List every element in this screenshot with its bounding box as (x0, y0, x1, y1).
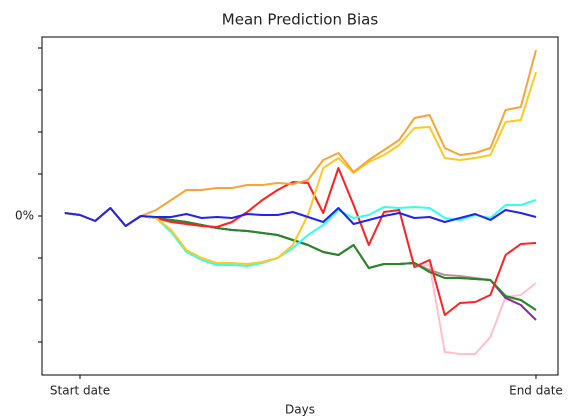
chart-title: Mean Prediction Bias (222, 11, 379, 29)
series-line (64, 207, 537, 311)
plot-frame (41, 36, 559, 376)
y-tick-label: 0% (15, 209, 34, 223)
series-line (64, 199, 537, 267)
series-line (64, 49, 537, 227)
series-line (64, 167, 537, 355)
x-axis-label: Days (285, 403, 315, 417)
series-line (64, 207, 537, 311)
series-line (64, 71, 537, 265)
x-tick-label: End date (509, 384, 563, 398)
series-line (64, 207, 537, 227)
x-tick-label: Start date (50, 384, 110, 398)
